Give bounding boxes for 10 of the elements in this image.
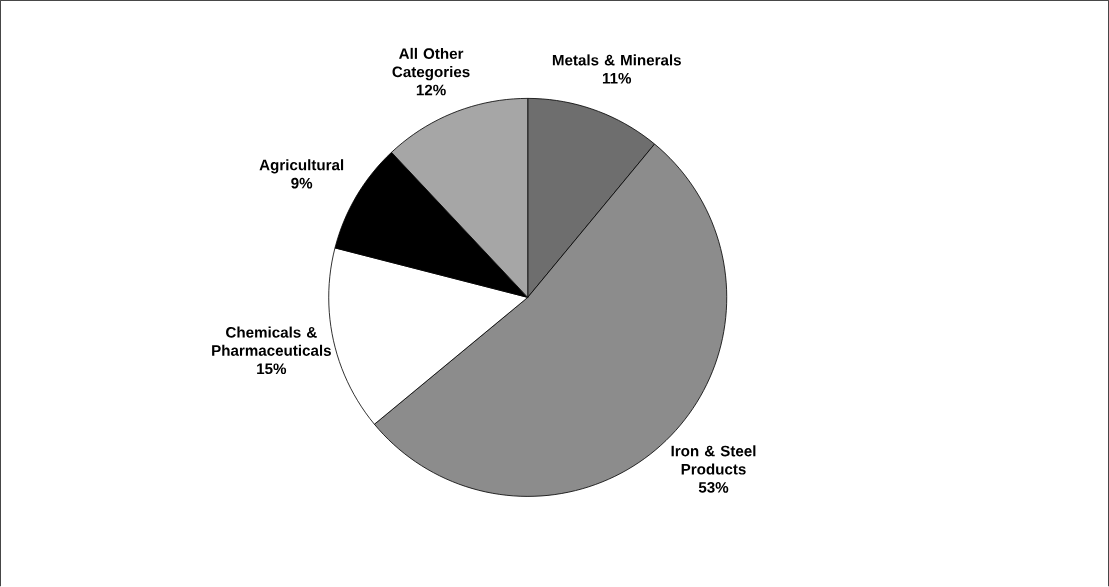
data-label: 15% — [257, 363, 287, 375]
data-label: 12% — [416, 84, 446, 96]
slice-label: Metals & Minerals — [552, 54, 681, 66]
data-label: 53% — [698, 482, 729, 493]
slice-label: Agricultural — [259, 159, 344, 174]
data-label: 11% — [602, 73, 632, 84]
slice-label: Chemicals & Pharmaceuticals — [212, 326, 331, 357]
slice-label: All Other Categories — [392, 48, 470, 81]
data-label: 9% — [291, 177, 313, 189]
slice-label: Iron & Steel Products — [671, 445, 756, 475]
